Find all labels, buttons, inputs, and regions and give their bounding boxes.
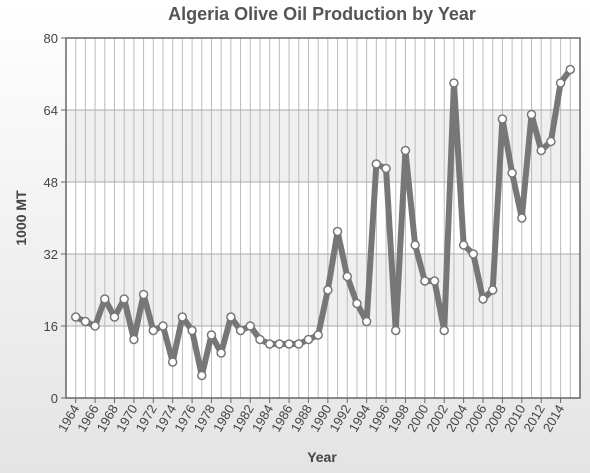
marker (90, 321, 100, 331)
plot-border (65, 37, 581, 399)
marker (565, 64, 576, 75)
marker (517, 213, 527, 223)
marker (526, 109, 537, 120)
y-tick-label: 32 (44, 247, 58, 262)
marker (303, 334, 314, 345)
marker (206, 330, 217, 340)
marker (264, 339, 275, 349)
marker (381, 163, 391, 174)
marker (80, 316, 91, 327)
marker (235, 325, 246, 336)
marker (323, 285, 333, 295)
marker (371, 159, 382, 169)
marker (507, 168, 517, 178)
marker (109, 312, 120, 322)
marker (284, 339, 294, 349)
marker (487, 285, 498, 295)
marker (226, 312, 236, 322)
marker (255, 334, 265, 345)
marker (497, 114, 508, 124)
marker (70, 312, 81, 322)
marker (332, 226, 343, 237)
line (74, 67, 573, 379)
y-tick-label: 16 (44, 319, 58, 334)
y-tick-label: 80 (44, 31, 58, 46)
marker (138, 289, 149, 300)
marker (546, 136, 556, 147)
marker (129, 334, 139, 345)
marker (420, 276, 430, 286)
plot-area: 0163248648019641966196819701972197419761… (44, 31, 581, 435)
band (66, 110, 580, 182)
marker (274, 339, 285, 349)
marker (216, 348, 226, 358)
marker (342, 271, 352, 282)
x-axis-label: Year (307, 449, 337, 465)
marker (536, 145, 546, 156)
marker (429, 276, 440, 286)
marker (400, 145, 411, 156)
marker (167, 357, 178, 367)
chart-title: Algeria Olive Oil Production by Year (168, 4, 476, 24)
y-tick-label: 48 (44, 175, 58, 190)
y-tick-label: 0 (51, 391, 58, 406)
marker (100, 294, 110, 304)
band (66, 326, 580, 398)
marker (410, 240, 420, 250)
marker (313, 330, 323, 340)
marker (458, 240, 469, 250)
marker (187, 325, 197, 336)
marker (390, 325, 401, 336)
y-tick-label: 64 (44, 103, 58, 118)
marker (119, 294, 129, 304)
marker (352, 298, 362, 309)
marker (468, 249, 479, 259)
marker (555, 78, 566, 88)
marker (197, 370, 207, 381)
y-axis-label: 1000 MT (13, 190, 29, 246)
marker (449, 78, 459, 88)
marker (439, 325, 449, 336)
marker (148, 325, 159, 336)
marker (158, 321, 168, 331)
marker (294, 339, 304, 349)
marker (177, 312, 188, 322)
marker (478, 294, 488, 304)
band (66, 38, 580, 110)
marker (361, 316, 372, 327)
marker (245, 321, 256, 331)
